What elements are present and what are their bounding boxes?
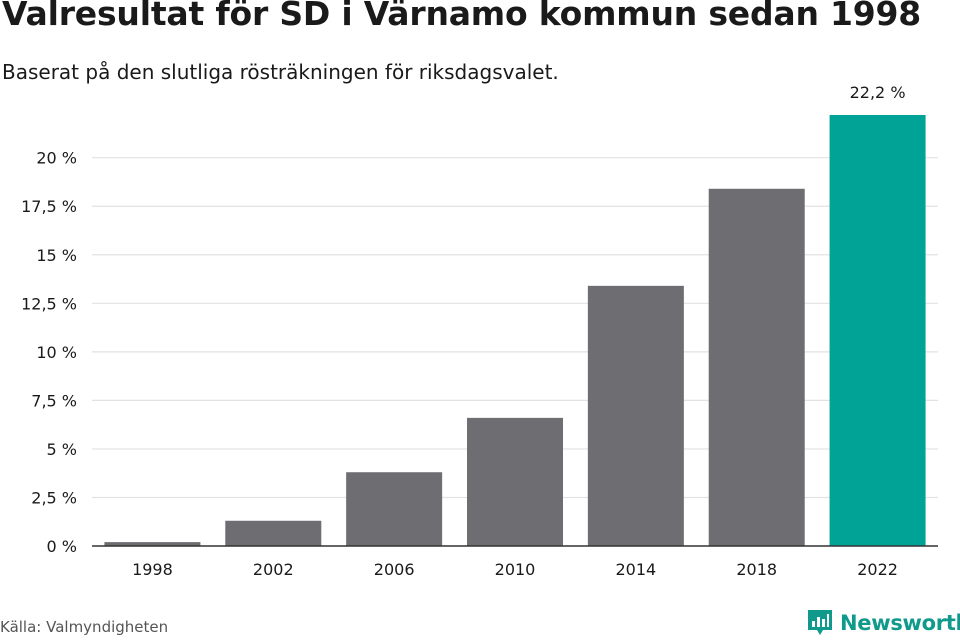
bar [708,188,805,546]
bar [346,472,443,546]
y-tick-label: 20 % [36,149,77,168]
brand-logo: Newsworthy [806,608,960,638]
y-tick-label: 5 % [47,440,77,459]
y-tick-label: 17,5 % [21,197,77,216]
x-tick-label: 1998 [132,560,173,579]
y-tick-label: 10 % [36,343,77,362]
chart-subtitle: Baserat på den slutliga rösträkningen fö… [2,60,559,84]
x-tick-label: 2014 [615,560,656,579]
brand-name: Newsworthy [840,611,960,635]
x-tick-label: 2010 [495,560,536,579]
y-tick-label: 7,5 % [31,391,77,410]
bar [467,417,563,546]
newsworthy-logo-icon [808,610,832,635]
y-tick-label: 0 % [47,537,77,556]
x-tick-label: 2006 [374,560,415,579]
y-tick-label: 15 % [36,246,77,265]
source-note: Källa: Valmyndigheten [0,618,169,636]
y-tick-label: 12,5 % [21,294,77,313]
x-tick-label: 2018 [736,560,777,579]
data-label: 22,2 % [850,83,906,102]
y-tick-label: 2,5 % [31,488,77,507]
x-tick-label: 2002 [253,560,294,579]
bar [829,115,926,546]
bar [587,285,684,546]
x-tick-label: 2022 [857,560,898,579]
bar [225,520,322,546]
bar [104,542,201,546]
chart-title: Valresultat för SD i Värnamo kommun seda… [2,0,922,33]
